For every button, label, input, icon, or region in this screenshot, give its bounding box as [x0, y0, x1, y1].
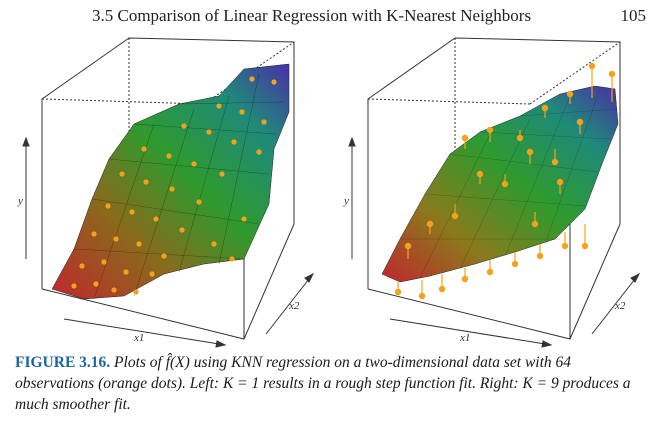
left-zlabel: x2: [288, 300, 300, 312]
right-surface: [381, 85, 619, 283]
running-title: 3.5 Comparison of Linear Regression with…: [92, 6, 532, 25]
caption-label: FIGURE 3.16.: [15, 354, 111, 371]
left-axis-arrows: [22, 136, 315, 348]
figure-3-16: y x1 x2: [0, 34, 658, 352]
left-ylabel: y: [17, 195, 23, 207]
right-zlabel: x2: [614, 300, 626, 312]
left-observations: [71, 76, 277, 295]
left-surface: [51, 63, 290, 300]
right-3d-plot: y x1 x2: [343, 37, 641, 348]
page-number: 105: [620, 6, 647, 25]
caption-text: Plots of f̂(X) using KNN regression on a…: [15, 354, 631, 413]
figure-caption: FIGURE 3.16. Plots of f̂(X) using KNN re…: [15, 352, 645, 415]
right-observations: [394, 62, 616, 300]
right-ylabel: y: [343, 195, 349, 207]
page-header: 3.5 Comparison of Linear Regression with…: [0, 6, 658, 30]
left-3d-plot: y x1 x2: [17, 37, 315, 348]
left-xlabel: x1: [133, 332, 144, 344]
right-xlabel: x1: [459, 332, 470, 344]
right-axis-arrows: [348, 136, 641, 348]
